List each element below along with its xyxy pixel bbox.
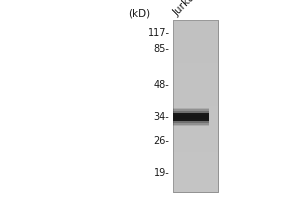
Bar bbox=[172, 20, 218, 23]
Bar bbox=[172, 160, 218, 163]
Bar bbox=[172, 103, 218, 106]
Bar bbox=[172, 132, 218, 135]
Bar bbox=[172, 109, 208, 118]
Bar bbox=[172, 37, 218, 40]
Bar bbox=[172, 129, 218, 132]
Bar bbox=[172, 166, 218, 169]
Bar bbox=[172, 108, 208, 116]
Bar bbox=[172, 113, 208, 121]
Bar bbox=[172, 60, 218, 63]
Bar bbox=[172, 34, 218, 37]
Bar bbox=[172, 100, 218, 103]
Bar bbox=[172, 115, 208, 123]
Bar bbox=[172, 77, 218, 80]
Text: 48-: 48- bbox=[154, 80, 169, 90]
Bar bbox=[172, 118, 208, 126]
Text: Jurkat: Jurkat bbox=[171, 0, 200, 18]
Bar bbox=[172, 91, 218, 95]
Bar bbox=[172, 172, 218, 175]
Bar bbox=[172, 48, 218, 52]
Bar bbox=[172, 134, 218, 138]
Text: 34-: 34- bbox=[154, 112, 169, 122]
Bar bbox=[172, 112, 218, 115]
Bar bbox=[172, 149, 218, 152]
Bar bbox=[172, 123, 218, 126]
Bar bbox=[172, 20, 218, 192]
Bar bbox=[172, 46, 218, 49]
Text: 19-: 19- bbox=[154, 168, 169, 178]
Bar bbox=[172, 189, 218, 192]
Bar bbox=[172, 97, 218, 100]
Bar bbox=[172, 66, 218, 69]
Bar bbox=[172, 140, 218, 143]
Bar bbox=[172, 116, 208, 125]
Bar bbox=[172, 126, 218, 129]
Bar bbox=[172, 186, 218, 189]
Bar bbox=[172, 26, 218, 29]
Bar bbox=[172, 31, 218, 34]
Bar bbox=[172, 94, 218, 97]
Bar bbox=[172, 106, 218, 109]
Bar bbox=[172, 163, 218, 166]
Bar bbox=[172, 20, 218, 192]
Bar bbox=[172, 43, 218, 46]
Text: 117-: 117- bbox=[148, 28, 169, 38]
Bar bbox=[172, 51, 218, 54]
Bar bbox=[172, 183, 218, 186]
Bar bbox=[172, 63, 218, 66]
Bar bbox=[172, 28, 218, 31]
Bar bbox=[172, 155, 218, 158]
Bar bbox=[172, 74, 218, 77]
Bar bbox=[172, 40, 218, 43]
Bar bbox=[172, 180, 218, 183]
Bar bbox=[172, 137, 218, 140]
Bar bbox=[172, 80, 218, 83]
Bar bbox=[172, 152, 218, 155]
Bar bbox=[172, 120, 218, 123]
Bar bbox=[172, 54, 218, 57]
Bar bbox=[172, 86, 218, 89]
Bar bbox=[172, 157, 218, 160]
Bar bbox=[172, 23, 218, 26]
Text: (kD): (kD) bbox=[128, 8, 150, 18]
Bar bbox=[172, 177, 218, 181]
Bar bbox=[172, 83, 218, 86]
Text: 85-: 85- bbox=[154, 44, 169, 54]
Bar bbox=[172, 114, 218, 117]
Bar bbox=[172, 69, 218, 72]
Bar bbox=[172, 146, 218, 149]
Text: 26-: 26- bbox=[154, 136, 169, 146]
Bar bbox=[172, 169, 218, 172]
Bar bbox=[172, 111, 208, 119]
Bar bbox=[172, 143, 218, 146]
Bar bbox=[172, 175, 218, 178]
Bar bbox=[172, 71, 218, 74]
Bar bbox=[172, 117, 218, 120]
Bar bbox=[172, 109, 218, 112]
Bar bbox=[172, 89, 218, 92]
Bar bbox=[172, 57, 218, 60]
